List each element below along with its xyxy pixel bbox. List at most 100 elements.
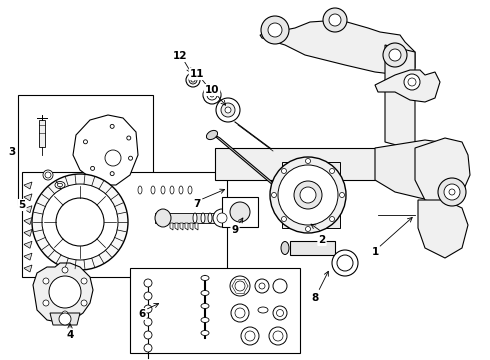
- Circle shape: [389, 49, 401, 61]
- Text: 2: 2: [318, 235, 326, 245]
- Circle shape: [294, 181, 322, 209]
- Circle shape: [329, 14, 341, 26]
- Text: 11: 11: [190, 69, 204, 79]
- Circle shape: [186, 73, 200, 87]
- Polygon shape: [155, 213, 220, 223]
- Circle shape: [213, 209, 231, 227]
- Text: 1: 1: [371, 247, 379, 257]
- Circle shape: [444, 184, 460, 200]
- Circle shape: [305, 226, 311, 231]
- Circle shape: [305, 158, 311, 163]
- Circle shape: [259, 283, 265, 289]
- Circle shape: [261, 16, 289, 44]
- Text: 4: 4: [66, 330, 74, 340]
- Polygon shape: [39, 120, 45, 147]
- Circle shape: [191, 78, 195, 82]
- Circle shape: [144, 318, 152, 326]
- Circle shape: [32, 174, 128, 270]
- Circle shape: [408, 78, 416, 86]
- Circle shape: [144, 292, 152, 300]
- Circle shape: [268, 23, 282, 37]
- Circle shape: [340, 193, 344, 198]
- Circle shape: [332, 250, 358, 276]
- Polygon shape: [210, 132, 303, 208]
- Circle shape: [278, 165, 338, 225]
- Circle shape: [83, 140, 87, 144]
- Circle shape: [110, 124, 114, 129]
- Circle shape: [216, 98, 240, 122]
- Ellipse shape: [258, 307, 268, 313]
- Ellipse shape: [55, 181, 65, 189]
- Circle shape: [281, 217, 287, 221]
- Circle shape: [43, 278, 49, 284]
- Circle shape: [271, 193, 276, 198]
- Circle shape: [105, 150, 121, 166]
- Circle shape: [62, 311, 68, 317]
- Circle shape: [323, 8, 347, 32]
- Polygon shape: [73, 115, 138, 185]
- Polygon shape: [24, 253, 32, 260]
- Text: 6: 6: [138, 309, 146, 319]
- Circle shape: [203, 86, 221, 104]
- Ellipse shape: [161, 186, 165, 194]
- Circle shape: [43, 300, 49, 306]
- Polygon shape: [24, 241, 32, 248]
- Circle shape: [230, 276, 250, 296]
- Ellipse shape: [201, 275, 209, 280]
- Polygon shape: [195, 223, 198, 230]
- Polygon shape: [24, 206, 32, 213]
- Ellipse shape: [179, 186, 183, 194]
- Text: 3: 3: [8, 147, 16, 157]
- Polygon shape: [215, 148, 390, 180]
- Polygon shape: [415, 138, 470, 205]
- Circle shape: [81, 278, 87, 284]
- Circle shape: [235, 308, 245, 318]
- Circle shape: [270, 157, 346, 233]
- Polygon shape: [175, 223, 178, 230]
- Circle shape: [43, 170, 53, 180]
- Circle shape: [230, 202, 250, 222]
- Ellipse shape: [201, 303, 209, 309]
- Circle shape: [110, 172, 114, 176]
- Circle shape: [276, 310, 284, 316]
- Polygon shape: [50, 313, 80, 325]
- Polygon shape: [24, 229, 32, 237]
- Ellipse shape: [188, 186, 192, 194]
- Bar: [22, 172, 227, 277]
- Polygon shape: [24, 265, 32, 272]
- Circle shape: [245, 331, 255, 341]
- Bar: [222, 197, 258, 227]
- Circle shape: [189, 76, 197, 84]
- Ellipse shape: [281, 242, 289, 255]
- Polygon shape: [180, 223, 183, 230]
- Polygon shape: [24, 217, 32, 225]
- Circle shape: [221, 103, 235, 117]
- Polygon shape: [24, 182, 32, 189]
- Circle shape: [449, 189, 455, 195]
- Polygon shape: [190, 223, 193, 230]
- Bar: [18, 95, 153, 205]
- Polygon shape: [375, 140, 455, 200]
- Ellipse shape: [208, 213, 212, 223]
- Polygon shape: [33, 263, 93, 323]
- Circle shape: [383, 43, 407, 67]
- Circle shape: [81, 300, 87, 306]
- Circle shape: [438, 178, 466, 206]
- Circle shape: [273, 279, 287, 293]
- Circle shape: [144, 305, 152, 313]
- Ellipse shape: [201, 213, 205, 223]
- Circle shape: [235, 281, 245, 291]
- Circle shape: [62, 267, 68, 273]
- Polygon shape: [375, 70, 440, 102]
- Circle shape: [273, 331, 283, 341]
- Polygon shape: [418, 200, 468, 258]
- Circle shape: [231, 304, 249, 322]
- Circle shape: [144, 344, 152, 352]
- Text: 12: 12: [173, 51, 187, 61]
- Text: 7: 7: [194, 199, 201, 209]
- Circle shape: [255, 279, 269, 293]
- Circle shape: [225, 107, 231, 113]
- Circle shape: [241, 327, 259, 345]
- Circle shape: [269, 327, 287, 345]
- Text: 8: 8: [311, 293, 318, 303]
